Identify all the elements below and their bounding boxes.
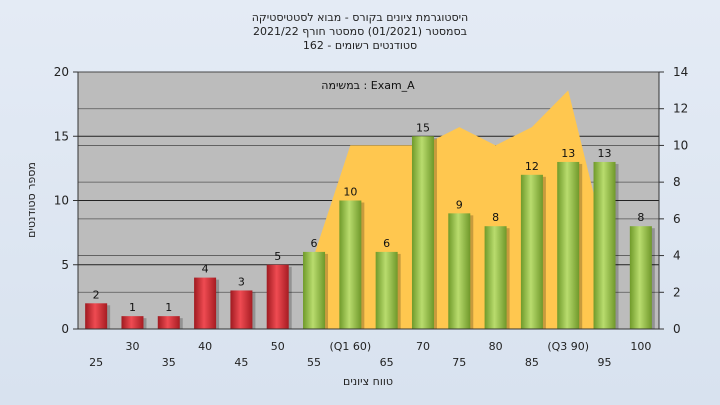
bar-85 [520, 174, 543, 329]
bar-75 [448, 213, 471, 329]
title-line-1: היסטוגרמת ציונים בקורס - מבוא לסטטיסטיקה [252, 11, 468, 24]
x-tick-label: 35 [162, 356, 176, 369]
bar-30 [121, 316, 144, 329]
x-tick-label: 85 [525, 356, 539, 369]
bars [85, 136, 655, 329]
bar-value-label: 13 [598, 147, 612, 160]
title-line-3: סטודנטים רשומים - 162 [303, 39, 417, 52]
bar-95 [593, 161, 616, 329]
bar-35 [157, 316, 180, 329]
bar-value-label: 6 [383, 237, 390, 250]
x-axis-title: טווח ציונים [343, 375, 393, 388]
x-tick-label: 100 [630, 340, 651, 353]
bar-50 [266, 264, 289, 329]
bar-80 [484, 226, 507, 329]
y-tick-label: 0 [61, 322, 69, 336]
y-tick-label: 15 [54, 129, 69, 143]
x-tick-label: 45 [234, 356, 248, 369]
x-tick-label: 25 [89, 356, 103, 369]
bar-55 [303, 251, 326, 329]
bar-value-label: 8 [492, 211, 499, 224]
y-axis-ticks: 0 5 10 15 20 [54, 65, 78, 336]
y2-axis-ticks: 0 2 4 6 8 10 12 14 [659, 65, 688, 336]
y-axis-title: מספר סטודנטים [25, 162, 38, 238]
bar-value-label: 15 [416, 121, 430, 134]
bar-value-label: 10 [343, 186, 357, 199]
title-line-2: בסמסטר (01/2021) סמסטר חורף 2021/22 [253, 25, 467, 38]
bar-(Q3 90) [557, 161, 580, 329]
series-label: במשימה : Exam_A [321, 79, 415, 92]
bar-value-labels: 2 1 1 4 3 5 6 10 6 15 9 8 12 13 13 8 [93, 121, 645, 314]
y2-tick-label: 8 [673, 175, 681, 189]
x-tick-label: (Q3 90) [547, 340, 589, 353]
x-tick-label: 40 [198, 340, 212, 353]
y2-tick-label: 14 [673, 65, 688, 79]
y2-tick-label: 6 [673, 212, 681, 226]
bar-value-label: 12 [525, 160, 539, 173]
x-tick-label: 70 [416, 340, 430, 353]
x-tick-label: 80 [489, 340, 503, 353]
bar-value-label: 5 [274, 250, 281, 263]
y2-tick-label: 4 [673, 249, 681, 263]
bar-100 [629, 226, 652, 329]
bar-65 [375, 251, 398, 329]
x-tick-label: (Q1 60) [329, 340, 371, 353]
bar-70 [411, 136, 434, 329]
bar-value-label: 9 [456, 198, 463, 211]
x-tick-label: 65 [380, 356, 394, 369]
bar-40 [194, 277, 217, 329]
bar-value-label: 6 [311, 237, 318, 250]
y2-tick-label: 0 [673, 322, 681, 336]
y2-tick-label: 10 [673, 138, 688, 152]
x-tick-label: 55 [307, 356, 321, 369]
y-tick-label: 20 [54, 65, 69, 79]
chart-title: היסטוגרמת ציונים בקורס - מבוא לסטטיסטיקה… [252, 11, 468, 52]
bar-value-label: 1 [129, 301, 136, 314]
bar-25 [85, 303, 108, 329]
x-tick-label: 30 [125, 340, 139, 353]
x-axis-ticks: 25 30 35 40 45 50 55 (Q1 60) 65 70 75 80 85 (Q3 90) 95… [89, 340, 651, 369]
x-tick-label: 50 [271, 340, 285, 353]
y2-tick-label: 2 [673, 285, 681, 299]
bar-value-label: 8 [637, 211, 644, 224]
x-tick-label: 95 [598, 356, 612, 369]
y-tick-label: 10 [54, 194, 69, 208]
bar-value-label: 13 [561, 147, 575, 160]
bar-value-label: 4 [202, 263, 209, 276]
y2-tick-label: 12 [673, 102, 688, 116]
bar-value-label: 3 [238, 275, 245, 288]
bar-value-label: 1 [165, 301, 172, 314]
bar-45 [230, 290, 253, 329]
x-tick-label: 75 [452, 356, 466, 369]
bar-value-label: 2 [93, 288, 100, 301]
y-tick-label: 5 [61, 258, 69, 272]
bar-(Q1 60) [339, 200, 362, 329]
